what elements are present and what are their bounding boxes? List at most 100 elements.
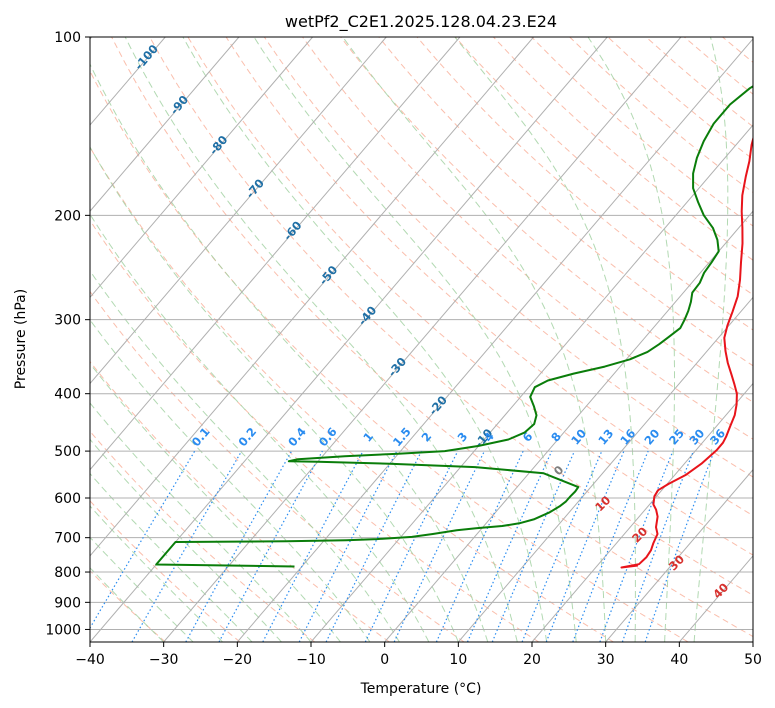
y-tick-label: 700 [54, 531, 81, 547]
mixing-ratio-line [572, 450, 649, 642]
moist-adiabat [454, 37, 636, 642]
moist-adiabat [90, 438, 282, 642]
dry-adiabat [340, 37, 753, 403]
mixing-ratio-line [298, 450, 398, 642]
dry-adiabat [90, 360, 390, 642]
isotherm-line [457, 296, 753, 642]
dry-adiabat [454, 37, 753, 296]
y-tick-label: 500 [54, 444, 81, 460]
mixing-ratio-label: 0.2 [235, 425, 259, 450]
mixing-ratio-line [364, 450, 459, 642]
isotherm-label: -80 [206, 133, 230, 158]
mixing-ratio-label: 0.4 [285, 425, 309, 450]
moist-adiabat [90, 146, 459, 642]
isotherm-line [90, 37, 534, 557]
x-tick-label: 0 [380, 652, 389, 668]
moist-adiabat [90, 362, 341, 642]
isotherms [90, 37, 753, 642]
mixing-ratio-label: 2 [419, 429, 435, 444]
dry-adiabat [149, 37, 753, 596]
moist-adiabat [90, 63, 489, 642]
dry-adiabat [722, 37, 753, 63]
dry-adiabat [683, 37, 753, 95]
temperature-profile [620, 135, 753, 569]
moist-adiabat [90, 270, 400, 642]
x-tick-labels: −40 −30 −20 −10 0 10 20 30 40 50 [75, 642, 762, 668]
mixing-ratio-line [545, 450, 625, 642]
dry-adiabat [187, 37, 753, 556]
y-tick-label: 300 [54, 313, 81, 329]
isotherm-line [531, 382, 753, 642]
isotherm-line [90, 37, 387, 385]
mixing-ratio-line [393, 450, 485, 642]
isotherm-line [163, 37, 682, 642]
dry-adiabat [90, 146, 614, 642]
isotherm-line [605, 468, 753, 642]
dry-adiabat [90, 70, 689, 642]
moist-adiabat [693, 37, 729, 642]
isotherm-label: -90 [167, 92, 191, 117]
moist-adiabat [90, 213, 430, 642]
y-axis-label: Pressure (hPa) [13, 289, 29, 389]
y-tick-label: 900 [54, 595, 81, 611]
isotherm-label: -70 [243, 176, 267, 201]
mixing-ratio-line [599, 450, 674, 642]
mixing-ratio-line [491, 450, 576, 642]
dry-adiabat [531, 37, 753, 227]
mixing-ratio-line [325, 450, 423, 642]
mixing-ratio-label: 8 [548, 429, 564, 444]
moist-adiabat [182, 37, 548, 642]
x-tick-label: 40 [670, 652, 688, 668]
dry-adiabat [761, 37, 775, 642]
mixing-ratio-label: 1 [360, 429, 376, 444]
dry-adiabat [90, 570, 166, 642]
isotherm-label: -50 [316, 263, 340, 288]
moist-adiabat [90, 472, 253, 642]
mixing-ratio-lines [90, 450, 715, 642]
mixing-ratio-line [521, 450, 603, 642]
mixing-ratio-line [644, 450, 715, 642]
moist-adiabat [253, 37, 577, 642]
moist-adiabat [342, 37, 607, 642]
isotherm-line [90, 37, 240, 212]
isotherm-line [310, 124, 753, 642]
mixing-ratio-label: 0.6 [316, 425, 340, 450]
mixing-ratio-label: 0.1 [189, 425, 213, 450]
dewpoint-profile [155, 85, 753, 568]
x-axis-label: Temperature (°C) [360, 681, 482, 697]
y-tick-label: 400 [54, 387, 81, 403]
isotherm-line [90, 37, 461, 471]
moist-adiabat [90, 567, 165, 642]
isotherm-line [752, 641, 753, 642]
dry-adiabat [90, 290, 465, 642]
mixing-ratio-line [185, 450, 293, 642]
isotherm-label: -30 [385, 355, 409, 380]
dry-adiabat [225, 37, 753, 517]
isotherm-label: -40 [355, 303, 379, 328]
mixing-ratio-label: 6 [520, 429, 536, 444]
x-tick-label: 50 [744, 652, 762, 668]
moist-adiabat-label: 40 [710, 580, 731, 601]
moist-adiabat [587, 37, 675, 642]
isotherm-line [90, 37, 313, 299]
x-tick-label: 30 [597, 652, 615, 668]
x-tick-label: −30 [149, 652, 179, 668]
mixing-ratio-line [466, 450, 553, 642]
y-tick-label: 1000 [45, 622, 81, 638]
moist-adiabat [90, 536, 194, 642]
dry-adiabats [90, 37, 775, 642]
isotherm-line [678, 555, 753, 642]
mixing-ratio-line [218, 450, 323, 642]
mixing-ratio-label: 10 [568, 426, 589, 447]
isotherm-label: -60 [281, 218, 305, 243]
dry-adiabat [378, 37, 753, 367]
mixing-ratio-label: 3 [455, 429, 471, 444]
moist-adiabat [124, 37, 518, 642]
mixing-ratio-label: 13 [595, 426, 616, 447]
mixing-ratio-line [131, 450, 243, 642]
dry-adiabat [90, 430, 316, 642]
moist-adiabat-label: 30 [666, 552, 687, 573]
isotherm-line [384, 210, 753, 642]
mixing-ratio-label: 20 [641, 426, 662, 447]
